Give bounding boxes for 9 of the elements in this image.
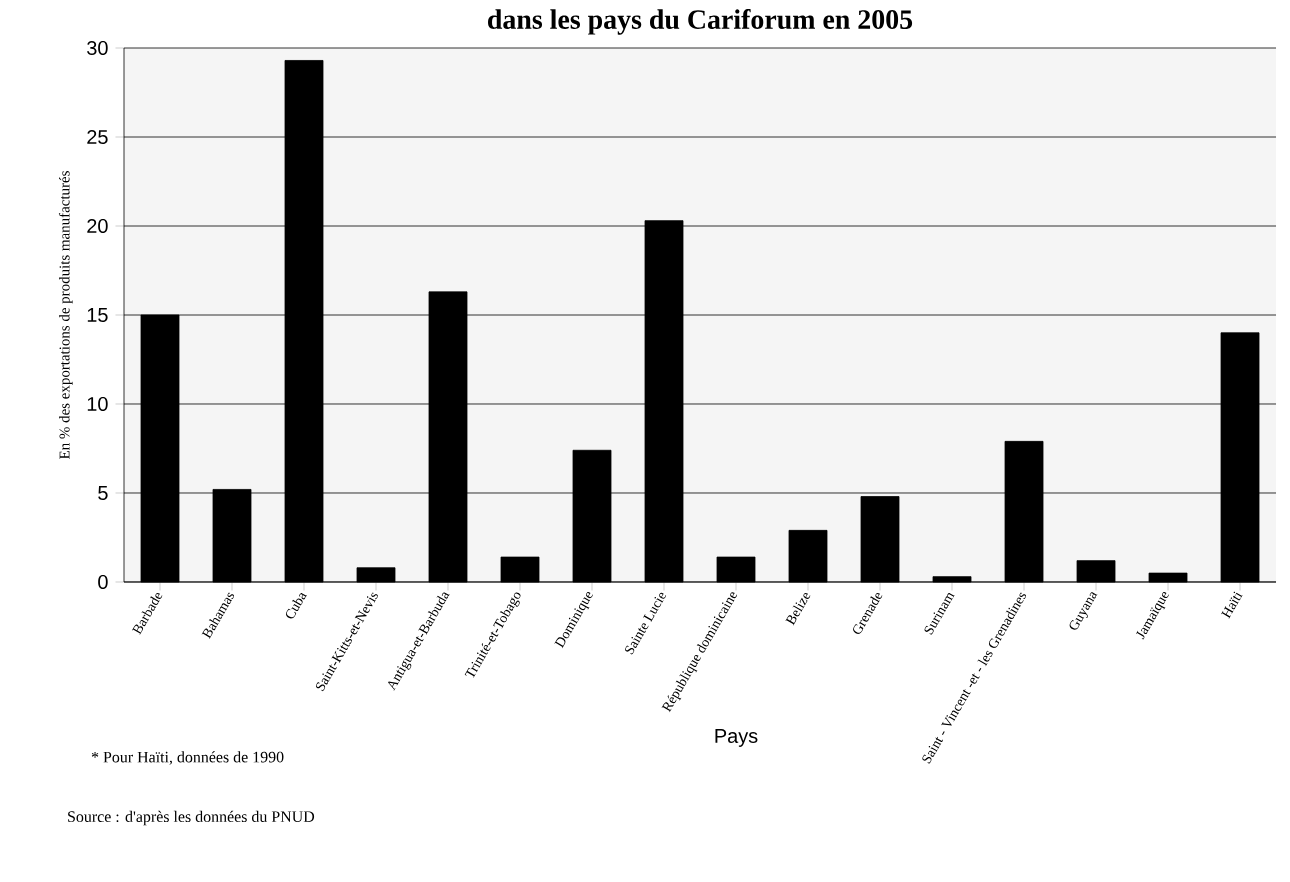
y-tick-label: 0 [98,574,108,590]
y-tick-label: 10 [87,396,108,412]
chart-title: dans les pays du Cariforum en 2005 [488,9,913,35]
y-tick-label: 25 [87,129,108,145]
y-tick-label: 5 [98,486,108,500]
x-axis-title: Pays [715,729,758,747]
y-tick-label: 15 [87,308,108,322]
y-tick-label: 20 [87,218,108,234]
y-tick-label: 30 [87,40,108,56]
